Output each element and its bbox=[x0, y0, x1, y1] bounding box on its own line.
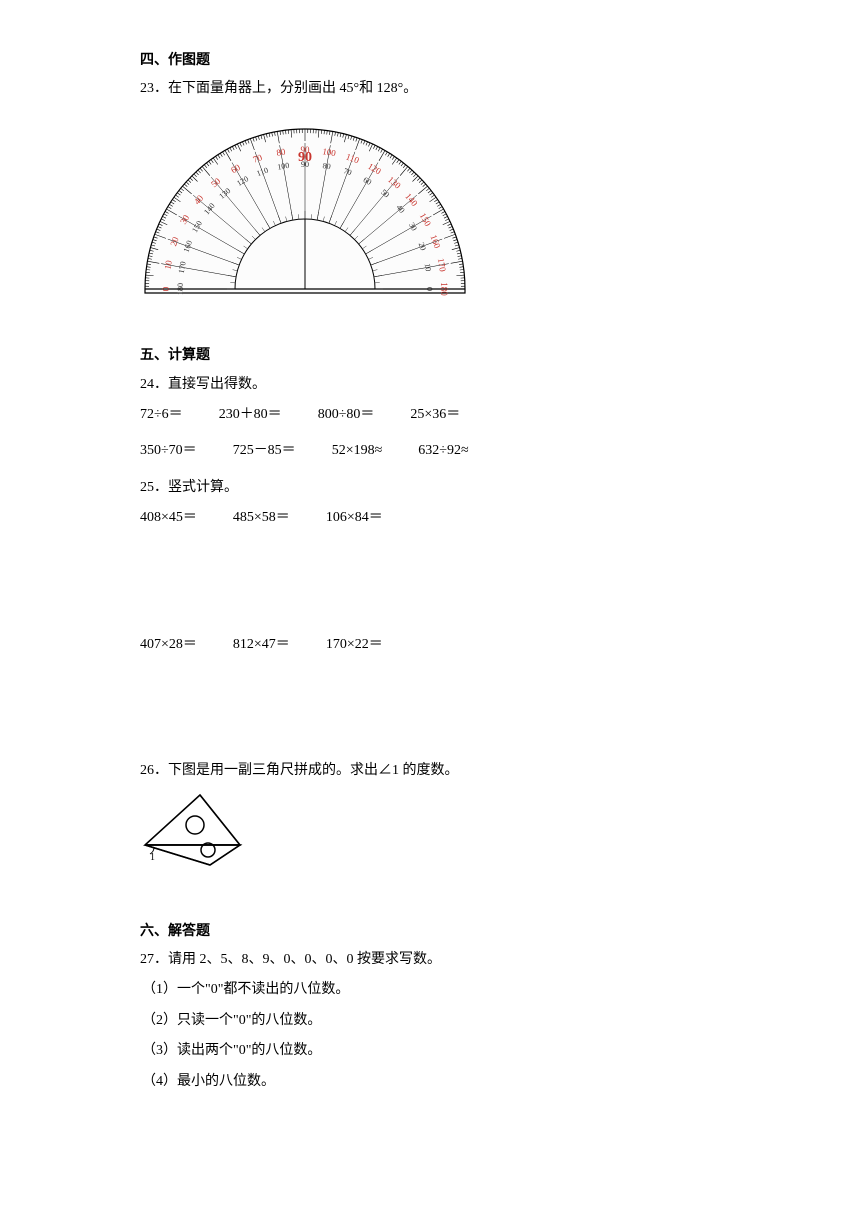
question-25: 25．竖式计算。 bbox=[140, 477, 720, 499]
section-5-title: 五、计算题 bbox=[140, 345, 720, 367]
calc-row-4: 407×28＝ 812×47＝ 170×22＝ bbox=[140, 634, 720, 656]
calc-item: 485×58＝ bbox=[233, 507, 290, 529]
svg-text:0: 0 bbox=[425, 287, 434, 291]
svg-text:80: 80 bbox=[322, 161, 331, 171]
q27-sub3: （3）读出两个"0"的八位数。 bbox=[140, 1040, 720, 1062]
calc-item: 72÷6＝ bbox=[140, 404, 183, 426]
triangle-figure: 1 bbox=[140, 790, 720, 878]
svg-text:180: 180 bbox=[439, 282, 449, 296]
q27-sub1: （1）一个"0"都不读出的八位数。 bbox=[140, 979, 720, 1001]
question-23: 23．在下面量角器上，分别画出 45°和 128°。 bbox=[140, 78, 720, 100]
calc-item: 812×47＝ bbox=[233, 634, 290, 656]
svg-text:10: 10 bbox=[423, 262, 433, 271]
question-26: 26．下图是用一副三角尺拼成的。求出∠1 的度数。 bbox=[140, 760, 720, 782]
calc-item: 25×36＝ bbox=[410, 404, 460, 426]
protractor-figure: 0102030405060708090100110120130140150160… bbox=[140, 109, 720, 317]
calc-item: 350÷70＝ bbox=[140, 440, 197, 462]
q27-sub2: （2）只读一个"0"的八位数。 bbox=[140, 1010, 720, 1032]
q27-sub4: （4）最小的八位数。 bbox=[140, 1071, 720, 1093]
section-4-title: 四、作图题 bbox=[140, 50, 720, 72]
calc-item: 106×84＝ bbox=[326, 507, 383, 529]
calc-item: 230＋80＝ bbox=[219, 404, 282, 426]
calc-row-1: 72÷6＝ 230＋80＝ 800÷80＝ 25×36＝ bbox=[140, 404, 720, 426]
calc-item: 52×198≈ bbox=[332, 440, 383, 462]
svg-text:0: 0 bbox=[161, 286, 171, 291]
calc-item: 407×28＝ bbox=[140, 634, 197, 656]
calc-item: 800÷80＝ bbox=[318, 404, 375, 426]
svg-text:180: 180 bbox=[176, 283, 185, 295]
calc-row-2: 350÷70＝ 725－85＝ 52×198≈ 632÷92≈ bbox=[140, 440, 720, 462]
calc-item: 632÷92≈ bbox=[418, 440, 468, 462]
calc-item: 408×45＝ bbox=[140, 507, 197, 529]
section-6-title: 六、解答题 bbox=[140, 921, 720, 943]
svg-text:90: 90 bbox=[298, 150, 312, 165]
question-27: 27．请用 2、5、8、9、0、0、0、0 按要求写数。 bbox=[140, 949, 720, 971]
calc-item: 170×22＝ bbox=[326, 634, 383, 656]
calc-row-3: 408×45＝ 485×58＝ 106×84＝ bbox=[140, 507, 720, 529]
question-24: 24．直接写出得数。 bbox=[140, 374, 720, 396]
calc-item: 725－85＝ bbox=[233, 440, 296, 462]
